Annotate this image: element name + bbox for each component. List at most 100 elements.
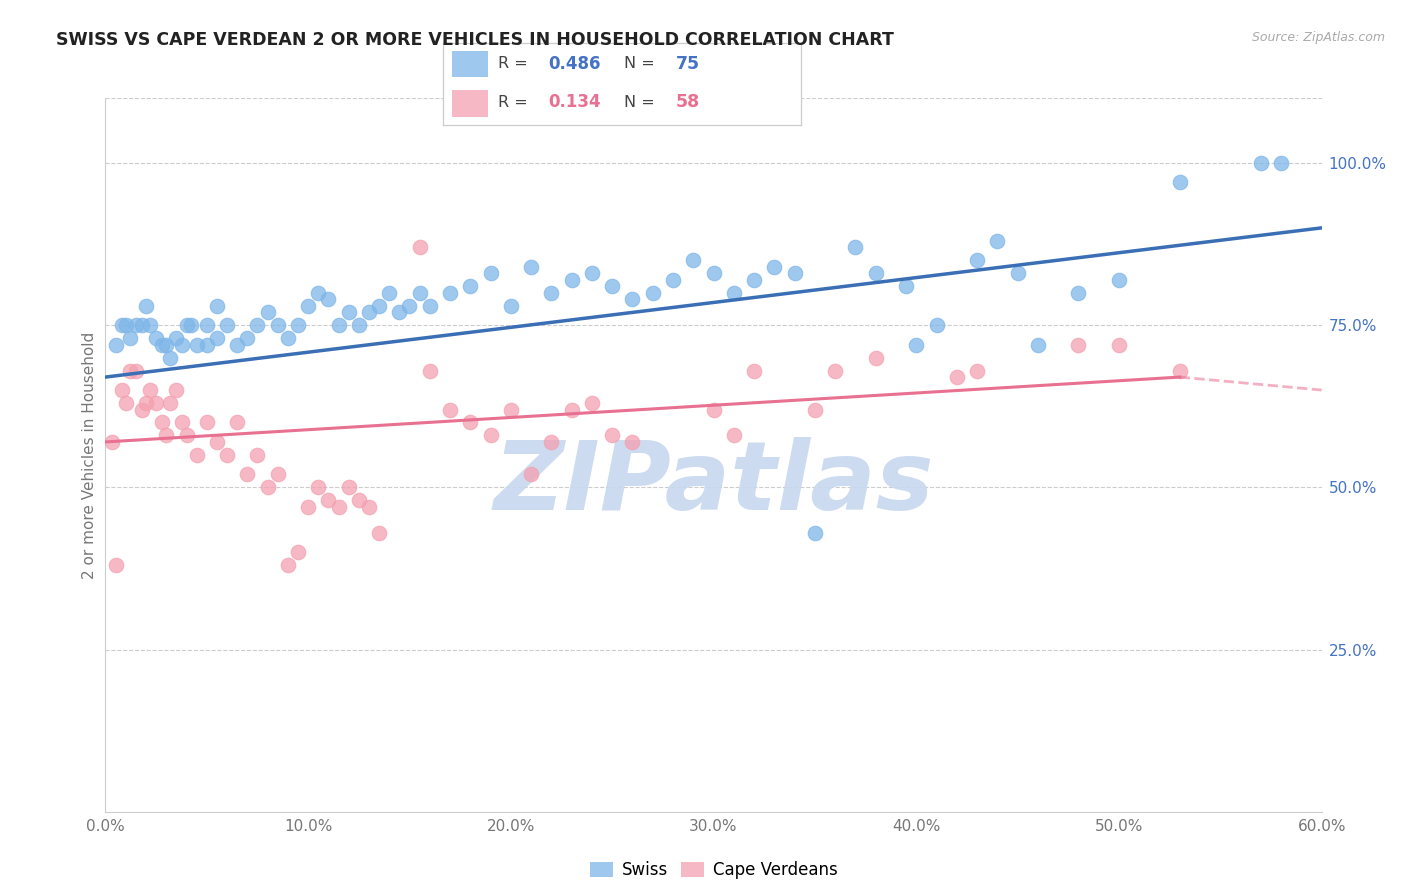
Point [439,285,461,300]
Point [540,434,562,449]
Point [114,318,136,333]
Point [600,428,623,442]
Point [217,448,239,462]
Point [104,558,127,573]
Point [297,500,319,514]
Point [388,305,411,319]
Point [378,285,401,300]
Point [1168,176,1191,190]
Point [111,318,134,333]
Point [145,396,167,410]
Point [641,285,664,300]
Point [217,318,239,333]
Point [905,337,928,351]
Point [287,545,309,559]
Point [165,331,187,345]
Point [297,299,319,313]
Point [368,525,391,540]
Point [540,285,562,300]
Point [804,402,827,417]
Point [172,416,194,430]
Point [277,558,299,573]
Point [499,299,522,313]
Point [111,383,134,397]
Point [337,305,360,319]
Point [337,480,360,494]
Point [328,318,350,333]
Text: ZIPatlas: ZIPatlas [494,437,934,530]
Y-axis label: 2 or more Vehicles in Household: 2 or more Vehicles in Household [82,331,97,579]
Point [1250,156,1272,170]
Point [1067,285,1090,300]
Point [479,428,502,442]
Point [865,351,887,365]
Point [966,253,988,268]
Point [966,363,988,377]
Point [118,331,141,345]
Point [125,318,148,333]
Point [236,331,259,345]
Point [945,370,967,384]
Point [1168,363,1191,377]
Point [621,434,644,449]
Point [118,363,141,377]
Point [318,493,340,508]
Point [135,299,157,313]
Point [408,240,430,254]
Point [1067,337,1090,351]
Text: N =: N = [624,95,659,110]
Point [702,266,725,280]
Point [581,266,603,280]
Point [865,266,887,280]
Text: 0.486: 0.486 [548,54,602,73]
Point [824,363,846,377]
Point [150,337,173,351]
Point [723,285,745,300]
Point [499,402,522,417]
Point [682,253,704,268]
Point [307,285,329,300]
Point [267,318,290,333]
Point [145,331,167,345]
Point [104,337,127,351]
Point [155,337,177,351]
Point [723,428,745,442]
Point [368,299,391,313]
Point [256,305,278,319]
Point [318,292,340,306]
Point [155,428,177,442]
Point [205,299,228,313]
Point [1108,337,1130,351]
Point [1108,273,1130,287]
FancyBboxPatch shape [451,51,488,78]
Point [307,480,329,494]
Point [347,493,370,508]
Point [139,383,162,397]
Point [165,383,187,397]
Point [186,337,208,351]
Text: SWISS VS CAPE VERDEAN 2 OR MORE VEHICLES IN HOUSEHOLD CORRELATION CHART: SWISS VS CAPE VERDEAN 2 OR MORE VEHICLES… [56,31,894,49]
Point [176,318,198,333]
Point [186,448,208,462]
Point [702,402,725,417]
Point [226,337,249,351]
Point [150,416,173,430]
Point [621,292,644,306]
Point [742,363,765,377]
Point [176,428,198,442]
Point [131,318,153,333]
Point [520,467,543,482]
Point [458,279,481,293]
Point [398,299,420,313]
Point [246,448,269,462]
Point [1026,337,1049,351]
Point [159,396,181,410]
Text: Source: ZipAtlas.com: Source: ZipAtlas.com [1251,31,1385,45]
Point [408,285,430,300]
Point [205,434,228,449]
Point [581,396,603,410]
Point [195,416,218,430]
Point [662,273,685,287]
Point [180,318,202,333]
Point [419,299,441,313]
